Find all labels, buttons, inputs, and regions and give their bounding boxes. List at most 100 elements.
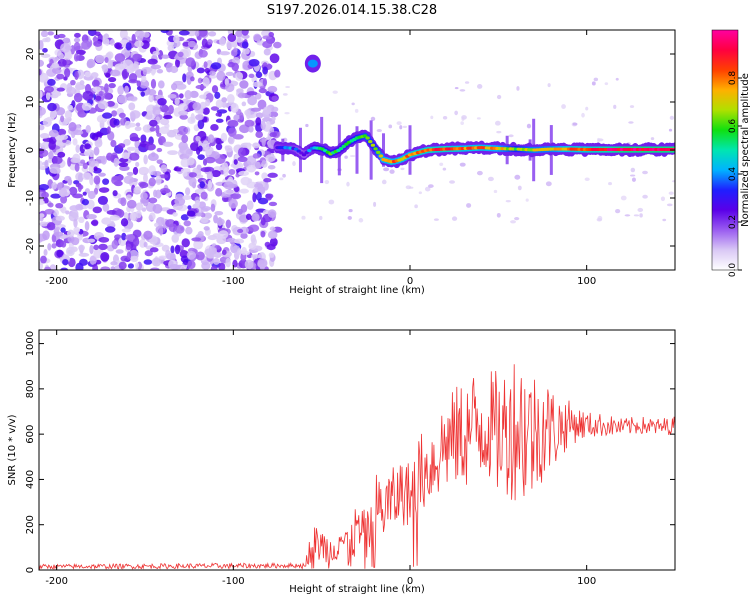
faint-cell (650, 137, 655, 141)
noise-cell (94, 31, 101, 37)
noise-cell (66, 86, 77, 95)
noise-cell (107, 59, 113, 70)
noise-cell (125, 234, 136, 241)
y-tick-label: -20 (25, 238, 36, 254)
faint-cell (389, 169, 395, 174)
noise-cell (226, 93, 235, 104)
noise-cell (153, 189, 158, 198)
noise-cell (60, 267, 69, 270)
noise-cell (139, 32, 144, 39)
noise-cell (186, 251, 196, 260)
faint-cell (376, 129, 382, 133)
noise-cell (148, 136, 154, 146)
noise-cell (252, 192, 257, 203)
faint-cell (642, 170, 648, 175)
noise-cell (69, 205, 80, 212)
noise-cell (206, 60, 213, 67)
noise-cell (42, 230, 50, 241)
faint-cell (400, 167, 405, 171)
noise-cell (237, 147, 246, 158)
noise-cell (187, 260, 196, 270)
faint-cell (346, 181, 350, 187)
noise-cell (80, 159, 86, 164)
faint-cell (516, 86, 520, 91)
faint-cell (388, 124, 393, 129)
noise-cell (232, 134, 244, 140)
faint-cell (396, 121, 402, 125)
noise-cell (160, 164, 168, 173)
noise-cell (73, 53, 80, 62)
noise-cell (134, 262, 140, 269)
noise-cell (262, 66, 268, 75)
noise-cell (93, 175, 101, 185)
noise-cell (171, 83, 178, 91)
noise-cell (47, 102, 57, 112)
noise-cell (185, 187, 191, 196)
noise-cell (60, 42, 71, 53)
noise-cell (274, 69, 281, 78)
noise-cell (97, 100, 109, 110)
noise-cell (103, 92, 112, 100)
noise-cell (257, 258, 268, 268)
faint-cell (383, 167, 390, 172)
faint-cell (615, 208, 621, 214)
faint-cell (279, 177, 284, 181)
noise-cell (113, 157, 119, 167)
noise-cell (226, 39, 233, 50)
noise-cell (88, 158, 96, 167)
faint-cell (449, 180, 456, 184)
faint-cell (496, 212, 501, 218)
snr-frame (38, 329, 676, 571)
noise-cell (132, 53, 142, 62)
noise-cell (250, 254, 261, 259)
noise-cell (123, 139, 131, 146)
noise-cell (148, 177, 156, 187)
noise-cell (267, 230, 278, 239)
noise-cell (151, 257, 162, 267)
noise-cell (78, 184, 84, 190)
faint-cell (608, 181, 612, 186)
noise-cell (167, 44, 175, 52)
noise-cell (169, 263, 180, 270)
noise-cell (197, 77, 203, 84)
trace-core (307, 148, 312, 153)
noise-cell (47, 202, 54, 208)
noise-cell (254, 183, 264, 189)
noise-cell (271, 106, 279, 113)
noise-cell (109, 39, 115, 46)
colorbar-ticks: 0.0 0.2 0.4 0.6 0.8 (728, 71, 742, 277)
faint-cell (629, 105, 635, 109)
noise-cell (143, 230, 153, 240)
noise-cell (50, 193, 62, 199)
noise-cell (122, 59, 134, 70)
noise-cell (190, 76, 195, 82)
noise-cell (160, 104, 169, 113)
noise-cell (152, 50, 160, 56)
noise-cell (252, 153, 261, 159)
noise-cell (84, 221, 90, 231)
noise-cell (152, 106, 161, 116)
noise-cell (132, 166, 139, 175)
noise-cell (73, 226, 81, 233)
noise-cell (41, 141, 51, 149)
noise-cell (237, 248, 242, 256)
noise-cell (100, 155, 107, 165)
noise-cell (95, 95, 102, 101)
noise-cell (215, 118, 224, 123)
noise-cell (78, 50, 86, 56)
noise-cell (196, 67, 205, 74)
noise-cell (182, 73, 187, 83)
noise-cell (214, 211, 224, 216)
noise-cell (248, 58, 260, 67)
noise-cell (140, 91, 145, 97)
noise-cell (98, 187, 110, 193)
noise-cell (57, 52, 64, 60)
noise-cell (225, 257, 231, 268)
colorbar-label: Normalized spectral amplitude (740, 73, 750, 227)
noise-cell (156, 68, 164, 74)
trace-core (301, 153, 307, 157)
faint-cell (613, 104, 617, 109)
noise-cell (72, 193, 84, 199)
noise-cell (132, 236, 140, 247)
